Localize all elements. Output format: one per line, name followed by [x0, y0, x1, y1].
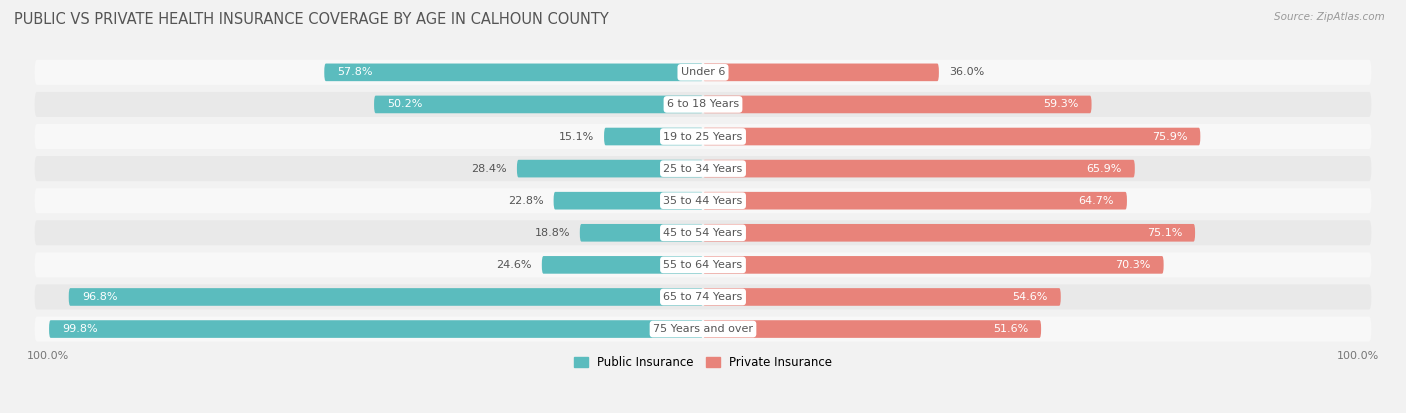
Text: 75 Years and over: 75 Years and over	[652, 324, 754, 334]
FancyBboxPatch shape	[703, 128, 1201, 145]
FancyBboxPatch shape	[703, 256, 1164, 274]
Text: 18.8%: 18.8%	[534, 228, 569, 238]
FancyBboxPatch shape	[554, 192, 703, 209]
FancyBboxPatch shape	[49, 320, 703, 338]
Text: Source: ZipAtlas.com: Source: ZipAtlas.com	[1274, 12, 1385, 22]
Text: PUBLIC VS PRIVATE HEALTH INSURANCE COVERAGE BY AGE IN CALHOUN COUNTY: PUBLIC VS PRIVATE HEALTH INSURANCE COVER…	[14, 12, 609, 27]
Text: 28.4%: 28.4%	[471, 164, 508, 173]
FancyBboxPatch shape	[517, 160, 703, 178]
Text: 96.8%: 96.8%	[82, 292, 117, 302]
Text: 15.1%: 15.1%	[560, 131, 595, 142]
Text: 45 to 54 Years: 45 to 54 Years	[664, 228, 742, 238]
FancyBboxPatch shape	[35, 188, 1371, 213]
FancyBboxPatch shape	[35, 156, 1371, 181]
FancyBboxPatch shape	[703, 95, 1091, 113]
Text: 19 to 25 Years: 19 to 25 Years	[664, 131, 742, 142]
FancyBboxPatch shape	[35, 92, 1371, 117]
Text: 57.8%: 57.8%	[337, 67, 373, 77]
FancyBboxPatch shape	[35, 285, 1371, 309]
FancyBboxPatch shape	[69, 288, 703, 306]
Text: 55 to 64 Years: 55 to 64 Years	[664, 260, 742, 270]
FancyBboxPatch shape	[325, 64, 703, 81]
Text: 6 to 18 Years: 6 to 18 Years	[666, 100, 740, 109]
Text: 50.2%: 50.2%	[387, 100, 423, 109]
Legend: Public Insurance, Private Insurance: Public Insurance, Private Insurance	[569, 351, 837, 374]
Text: 65.9%: 65.9%	[1087, 164, 1122, 173]
FancyBboxPatch shape	[703, 320, 1040, 338]
FancyBboxPatch shape	[703, 192, 1128, 209]
Text: 75.9%: 75.9%	[1152, 131, 1187, 142]
Text: 24.6%: 24.6%	[496, 260, 531, 270]
FancyBboxPatch shape	[703, 64, 939, 81]
Text: 99.8%: 99.8%	[62, 324, 98, 334]
FancyBboxPatch shape	[35, 252, 1371, 278]
FancyBboxPatch shape	[703, 288, 1060, 306]
Text: 65 to 74 Years: 65 to 74 Years	[664, 292, 742, 302]
Text: 75.1%: 75.1%	[1147, 228, 1182, 238]
FancyBboxPatch shape	[541, 256, 703, 274]
FancyBboxPatch shape	[703, 160, 1135, 178]
Text: 51.6%: 51.6%	[993, 324, 1028, 334]
FancyBboxPatch shape	[605, 128, 703, 145]
FancyBboxPatch shape	[35, 316, 1371, 342]
FancyBboxPatch shape	[579, 224, 703, 242]
FancyBboxPatch shape	[374, 95, 703, 113]
Text: 22.8%: 22.8%	[508, 196, 544, 206]
Text: 59.3%: 59.3%	[1043, 100, 1078, 109]
Text: 36.0%: 36.0%	[949, 67, 984, 77]
Text: 70.3%: 70.3%	[1115, 260, 1150, 270]
FancyBboxPatch shape	[35, 220, 1371, 245]
FancyBboxPatch shape	[703, 224, 1195, 242]
Text: 54.6%: 54.6%	[1012, 292, 1047, 302]
FancyBboxPatch shape	[35, 60, 1371, 85]
FancyBboxPatch shape	[35, 124, 1371, 149]
Text: 25 to 34 Years: 25 to 34 Years	[664, 164, 742, 173]
Text: 64.7%: 64.7%	[1078, 196, 1114, 206]
Text: Under 6: Under 6	[681, 67, 725, 77]
Text: 35 to 44 Years: 35 to 44 Years	[664, 196, 742, 206]
